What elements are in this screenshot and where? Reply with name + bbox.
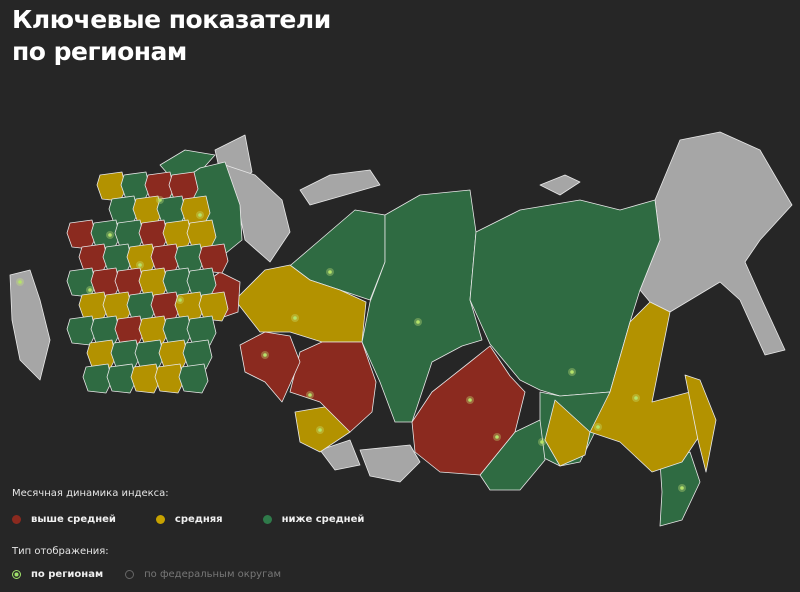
region-tomsk-novosibirsk[interactable] xyxy=(289,341,377,433)
region-marker-core xyxy=(178,298,182,302)
legend-item-average: средняя xyxy=(155,514,223,525)
red-dot-icon xyxy=(12,515,21,524)
radio-selected-icon[interactable] xyxy=(12,570,21,579)
region-irkutsk[interactable] xyxy=(411,345,526,476)
region-kazakh-border[interactable] xyxy=(319,439,361,471)
display-type-options: по регионам по федеральным округам xyxy=(12,569,303,580)
region-european[interactable] xyxy=(186,267,217,298)
legend-item-above: выше средней xyxy=(12,514,116,525)
region-european[interactable] xyxy=(168,171,199,202)
region-marker-core xyxy=(108,233,112,237)
region-marker-core xyxy=(634,396,638,400)
region-european[interactable] xyxy=(198,243,229,274)
legend: выше средней средняя ниже средней xyxy=(12,514,404,525)
region-marker-core xyxy=(596,425,600,429)
radio-unselected-icon[interactable] xyxy=(125,570,135,579)
region-european[interactable] xyxy=(186,219,217,250)
display-type-title: Тип отображения: xyxy=(12,546,109,557)
region-european[interactable] xyxy=(130,363,161,394)
legend-label: средняя xyxy=(174,514,223,525)
region-marker-core xyxy=(263,353,267,357)
region-taimyr-islands[interactable] xyxy=(299,169,381,206)
region-khanty[interactable] xyxy=(234,264,367,343)
title-line-1: Ключевые показатели xyxy=(12,5,331,34)
region-markers-layer xyxy=(16,196,686,492)
legend-label: ниже средней xyxy=(281,514,365,525)
region-european[interactable] xyxy=(198,291,229,322)
region-european[interactable] xyxy=(178,363,209,394)
region-marker-core xyxy=(18,280,22,284)
region-european[interactable] xyxy=(186,315,217,346)
region-marker-core xyxy=(680,486,684,490)
region-european[interactable] xyxy=(106,363,137,394)
title-line-2: по регионам xyxy=(12,37,187,66)
region-european[interactable] xyxy=(154,363,185,394)
regions-layer xyxy=(9,131,793,527)
region-far-east-north[interactable] xyxy=(639,131,793,356)
region-primorye[interactable] xyxy=(659,451,701,527)
region-marker-core xyxy=(540,440,544,444)
region-marker-core xyxy=(328,270,332,274)
region-marker-core xyxy=(198,213,202,217)
region-marker-core xyxy=(293,316,297,320)
yellow-dot-icon xyxy=(155,515,165,524)
radio-by-federal-districts[interactable]: по федеральным округам xyxy=(125,569,281,580)
page-title: Ключевые показатели по регионам xyxy=(12,4,331,68)
green-dot-icon xyxy=(262,515,272,524)
region-kurgan-sverdlovsk[interactable] xyxy=(239,331,301,403)
region-marker-core xyxy=(468,398,472,402)
region-european[interactable] xyxy=(82,363,113,394)
region-marker-core xyxy=(416,320,420,324)
region-marker-core xyxy=(88,288,92,292)
radio-label: по федеральным округам xyxy=(144,569,282,580)
region-marker-core xyxy=(495,435,499,439)
legend-item-below: ниже средней xyxy=(262,514,365,525)
region-tuva[interactable] xyxy=(359,444,421,483)
region-south-west[interactable] xyxy=(9,269,51,381)
region-marker-core xyxy=(308,393,312,397)
region-marker-core xyxy=(138,263,142,267)
european-regions-layer xyxy=(66,171,229,394)
region-krasnoyarsk[interactable] xyxy=(361,189,483,423)
legend-label: выше средней xyxy=(31,514,116,525)
region-european[interactable] xyxy=(182,339,213,370)
region-marker-core xyxy=(318,428,322,432)
region-marker-core xyxy=(570,370,574,374)
region-new-siberian[interactable] xyxy=(539,174,581,196)
radio-label: по регионам xyxy=(31,569,104,580)
region-zabaikalye-east[interactable] xyxy=(544,399,591,467)
legend-title: Месячная динамика индекса: xyxy=(12,488,169,499)
radio-by-regions[interactable]: по регионам xyxy=(12,569,103,580)
region-marker-core xyxy=(158,198,162,202)
region-sakhalin[interactable] xyxy=(684,374,717,473)
